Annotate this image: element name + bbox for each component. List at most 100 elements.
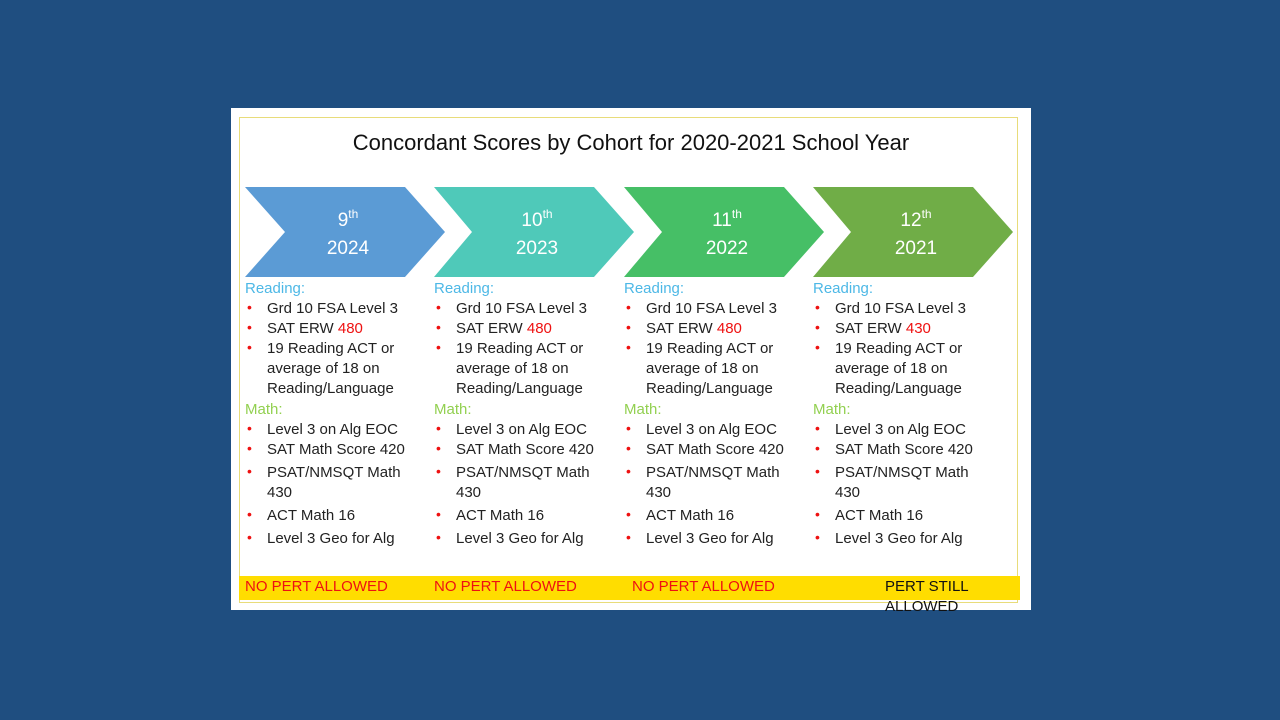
reading-label: Reading:: [245, 280, 306, 297]
list-item: ACT Math 16: [436, 504, 616, 526]
math-label: Math:: [624, 401, 662, 418]
item-text: Level 3 on Alg EOC: [267, 421, 398, 438]
list: Grd 10 FSA Level 3SAT ERW 43019 Reading …: [813, 297, 998, 399]
grade: 11th: [712, 207, 742, 231]
column: Reading:Grd 10 FSA Level 3SAT ERW 48019 …: [434, 279, 619, 552]
item-text: 19 Reading ACT or average of 18 on Readi…: [646, 340, 774, 397]
list: Level 3 on Alg EOC SAT Math Score 420 PSAT…: [813, 418, 998, 549]
grade-suffix: th: [922, 207, 932, 221]
grade-suffix: th: [732, 207, 742, 221]
item-text: 19 Reading ACT or average of 18 on Readi…: [456, 340, 584, 397]
list-item: Level 3 Geo for Alg: [247, 527, 427, 549]
list-item: Grd 10 FSA Level 3: [815, 297, 995, 319]
list: Level 3 on Alg EOC SAT Math Score 420 PSAT…: [245, 418, 430, 549]
list-item: ACT Math 16: [247, 504, 427, 526]
item-text: SAT ERW: [646, 320, 713, 337]
item-text: Grd 10 FSA Level 3: [267, 300, 398, 317]
footer-text: NO PERT ALLOWED: [245, 578, 388, 595]
frame: [239, 117, 1018, 603]
list-item: Level 3 on Alg EOC: [436, 418, 616, 440]
item-text: Level 3 Geo for Alg: [456, 530, 584, 547]
list-item: Grd 10 FSA Level 3: [626, 297, 806, 319]
grade-number: 11: [712, 210, 732, 231]
item-text: Grd 10 FSA Level 3: [835, 300, 966, 317]
item-highlight: 480: [716, 320, 742, 337]
item-text: SAT ERW: [456, 320, 523, 337]
list-item: 19 Reading ACT or average of 18 on Readi…: [247, 337, 427, 399]
footer-bar: [239, 576, 1020, 600]
reading-label: Reading:: [813, 280, 874, 297]
list: Grd 10 FSA Level 3SAT ERW 48019 Reading …: [624, 297, 809, 399]
list-item: Level 3 Geo for Alg: [626, 527, 806, 549]
year: 2021: [895, 238, 937, 259]
year: 2023: [516, 238, 558, 259]
list-item: PSAT/NMSQT Math 430: [626, 461, 806, 503]
grade-suffix: th: [543, 207, 553, 221]
chevron: [624, 187, 824, 277]
item-text: Level 3 on Alg EOC: [646, 421, 777, 438]
column: Reading:Grd 10 FSA Level 3SAT ERW 48019 …: [624, 279, 809, 552]
list-item: PSAT/NMSQT Math 430: [436, 461, 616, 503]
item-text: ACT Math 16: [456, 507, 545, 524]
list: Grd 10 FSA Level 3SAT ERW 48019 Reading …: [434, 297, 619, 399]
chevron: [813, 187, 1013, 277]
item-text: Grd 10 FSA Level 3: [646, 300, 777, 317]
item-text: SAT ERW: [267, 320, 334, 337]
chevron: [434, 187, 634, 277]
item-text: Level 3 Geo for Alg: [267, 530, 395, 547]
grade-number: 12: [900, 210, 921, 231]
item-text: SAT Math Score 420: [456, 441, 594, 458]
item-text: PSAT/NMSQT Math 430: [835, 464, 969, 501]
grade-number: 9: [338, 210, 349, 231]
list-item: Level 3 on Alg EOC: [815, 418, 995, 440]
list-item: ACT Math 16: [815, 504, 995, 526]
list-item: SAT ERW 430: [815, 317, 995, 339]
item-text: ACT Math 16: [835, 507, 924, 524]
list-item: SAT Math Score 420: [436, 438, 616, 460]
item-text: SAT Math Score 420: [835, 441, 973, 458]
list-item: SAT ERW 480: [247, 317, 427, 339]
list-item: Grd 10 FSA Level 3: [436, 297, 616, 319]
title: Concordant Scores by Cohort for 2020-202…: [352, 130, 910, 155]
item-text: 19 Reading ACT or average of 18 on Readi…: [835, 340, 963, 397]
list-item: ACT Math 16: [626, 504, 806, 526]
item-text: ACT Math 16: [646, 507, 735, 524]
grade: 10th: [521, 207, 552, 231]
footer-text: PERT STILL ALLOWED: [885, 578, 969, 615]
year: 2024: [327, 238, 370, 259]
item-highlight: 480: [337, 320, 363, 337]
list-item: PSAT/NMSQT Math 430: [815, 461, 995, 503]
list-item: 19 Reading ACT or average of 18 on Readi…: [815, 337, 995, 399]
item-text: 19 Reading ACT or average of 18 on Readi…: [267, 340, 395, 397]
item-text: SAT Math Score 420: [646, 441, 784, 458]
list-item: SAT Math Score 420: [626, 438, 806, 460]
item-text: PSAT/NMSQT Math 430: [646, 464, 780, 501]
list-item: Level 3 on Alg EOC: [247, 418, 427, 440]
list: Grd 10 FSA Level 3SAT ERW 48019 Reading …: [245, 297, 430, 399]
panel: Concordant Scores by Cohort for 2020-202…: [231, 108, 1031, 615]
list-item: SAT ERW 480: [436, 317, 616, 339]
list-item: Grd 10 FSA Level 3: [247, 297, 427, 319]
grade-suffix: th: [348, 207, 358, 221]
item-text: Level 3 on Alg EOC: [835, 421, 966, 438]
item-text: SAT ERW: [835, 320, 902, 337]
list-item: Level 3 Geo for Alg: [815, 527, 995, 549]
list-item: SAT ERW 480: [626, 317, 806, 339]
grade: 9th: [338, 207, 359, 231]
list-item: 19 Reading ACT or average of 18 on Readi…: [626, 337, 806, 399]
year: 2022: [706, 238, 748, 259]
item-text: PSAT/NMSQT Math 430: [267, 464, 401, 501]
reading-label: Reading:: [434, 280, 495, 297]
item-highlight: 480: [526, 320, 552, 337]
list-item: Level 3 on Alg EOC: [626, 418, 806, 440]
item-text: Level 3 on Alg EOC: [456, 421, 587, 438]
item-text: ACT Math 16: [267, 507, 356, 524]
reading-label: Reading:: [624, 280, 685, 297]
grade: 12th: [900, 207, 931, 231]
list-item: Level 3 Geo for Alg: [436, 527, 616, 549]
list: Level 3 on Alg EOC SAT Math Score 420 PSAT…: [434, 418, 619, 549]
column: Reading:Grd 10 FSA Level 3SAT ERW 43019 …: [813, 279, 998, 552]
list-item: PSAT/NMSQT Math 430: [247, 461, 427, 503]
